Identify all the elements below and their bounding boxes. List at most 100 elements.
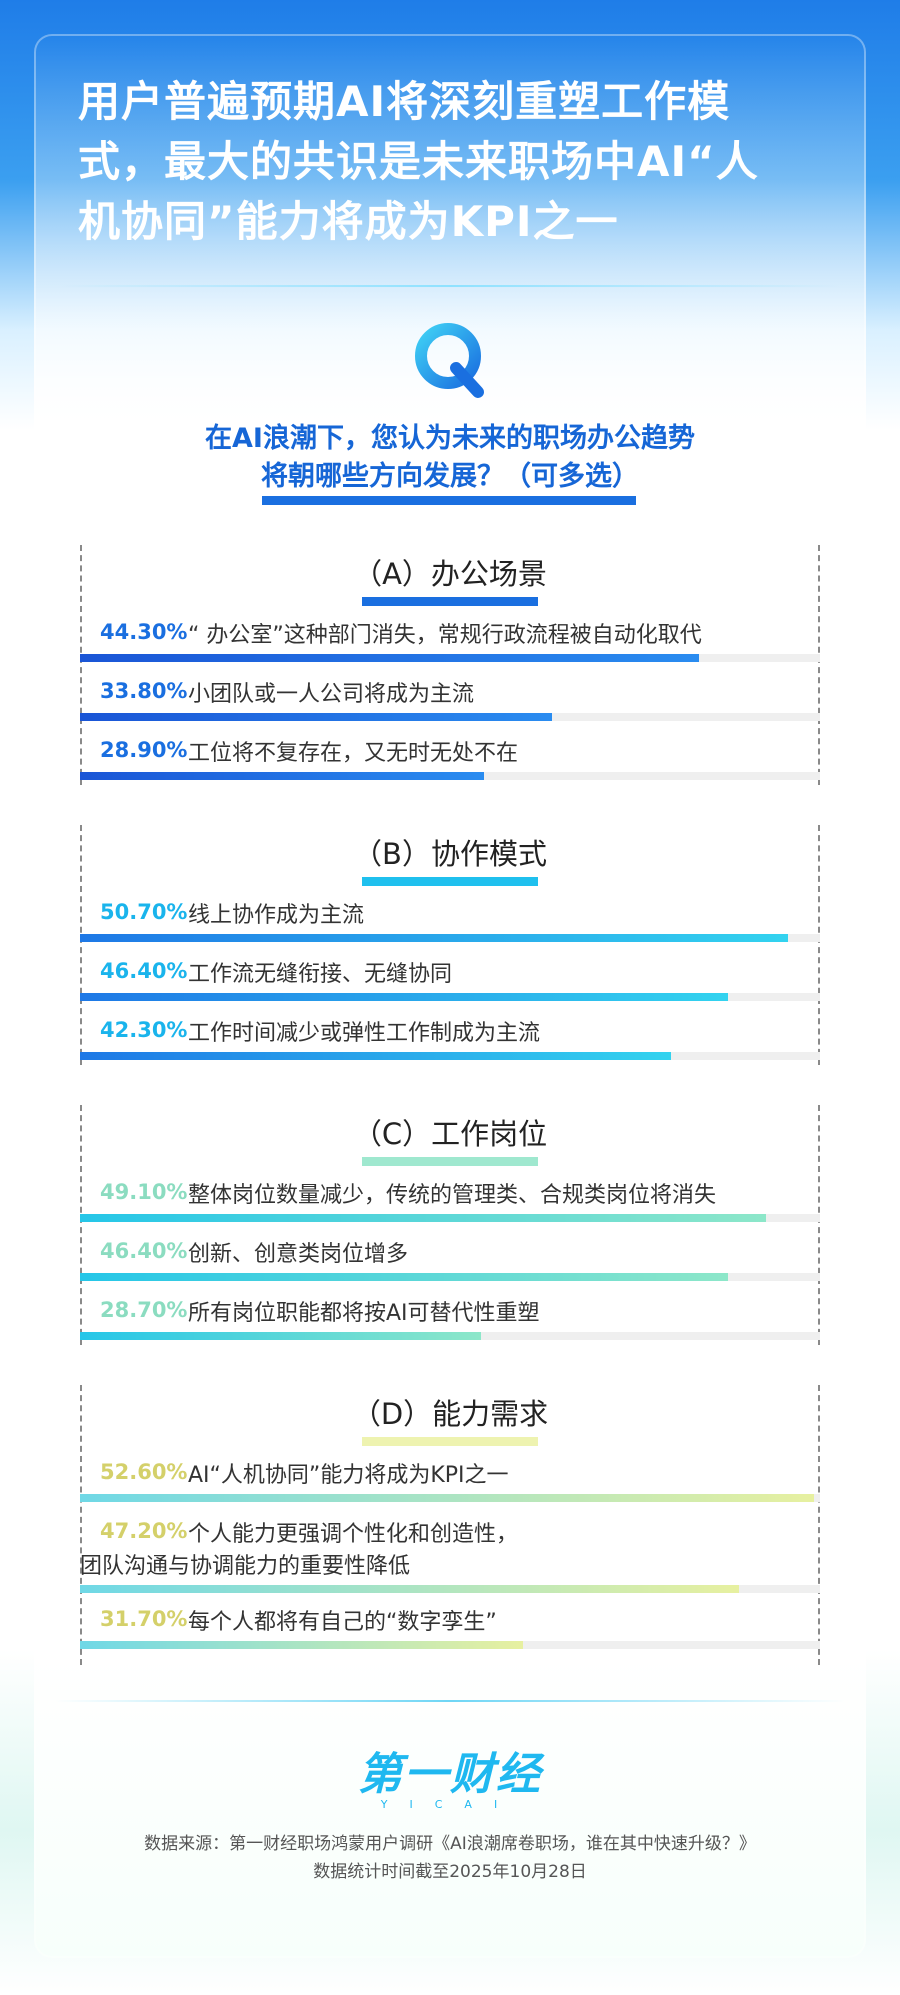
data-source: 数据来源：第一财经职场鸿蒙用户调研《AI浪潮席卷职场，谁在其中快速升级？》 数据…: [0, 1830, 900, 1886]
bar-track: [80, 1214, 820, 1222]
yicai-logo: 第一财经 YICAI: [0, 1738, 900, 1811]
bar-category-line: 所有岗位职能都将按AI可替代性重塑: [188, 1301, 540, 1326]
bar-track: [80, 1585, 820, 1593]
bar-row: 33.80% 小团队或一人公司将成为主流: [80, 679, 820, 727]
bar-track: [80, 934, 820, 942]
bar-value-label: 46.40%: [100, 1239, 188, 1263]
section-left-border: [80, 825, 82, 1065]
bar: [80, 1332, 481, 1340]
bar-row: 28.70% 所有岗位职能都将按AI可替代性重塑: [80, 1298, 820, 1346]
bar-row: 46.40% 工作流无缝衔接、无缝协同: [80, 959, 820, 1007]
bar-category-label: 所有岗位职能都将按AI可替代性重塑: [188, 1298, 540, 1330]
bar-category-label: 工作时间减少或弹性工作制成为主流: [188, 1018, 540, 1050]
bar-category-line: “ 办公室”这种部门消失，常规行政流程被自动化取代: [188, 623, 702, 648]
bar-track: [80, 993, 820, 1001]
section-right-border: [818, 1385, 820, 1665]
bar-value-label: 47.20%: [100, 1519, 188, 1543]
bar-value-label: 46.40%: [100, 959, 188, 983]
bar-category-label: 个人能力更强调个性化和创造性， 团队沟通与协调能力的重要性降低: [80, 1519, 519, 1583]
bar-category-line: 工位将不复存在，又无时无处不在: [188, 741, 519, 766]
section-title: （C）工作岗位: [352, 1117, 548, 1151]
section-right-border: [818, 1105, 820, 1345]
chart-section-3: （C）工作岗位 49.10% 整体岗位数量减少，传统的管理类、合规类岗位将消失 46.…: [80, 1105, 820, 1345]
bar-track: [80, 1494, 820, 1502]
title-line-1: 用户普遍预期AI将深刻重塑工作模: [78, 77, 731, 126]
bar-category-line: 工作流无缝衔接、无缝协同: [188, 962, 453, 987]
bar-track: [80, 654, 820, 662]
bar-row: 47.20% 个人能力更强调个性化和创造性， 团队沟通与协调能力的重要性降低: [80, 1519, 820, 1599]
top-divider: [60, 285, 840, 287]
bar-category-label: 整体岗位数量减少，传统的管理类、合规类岗位将消失: [188, 1180, 716, 1212]
bar-value-label: 50.70%: [100, 900, 188, 924]
source-line-2: 数据统计时间截至2025年10月28日: [313, 1862, 587, 1882]
bar-category-label: 工作流无缝衔接、无缝协同: [188, 959, 452, 991]
bar-value-label: 42.30%: [100, 1018, 188, 1042]
bar: [80, 772, 484, 780]
bar-category-line: 小团队或一人公司将成为主流: [188, 682, 475, 707]
bar: [80, 1052, 671, 1060]
bar-value-label: 44.30%: [100, 620, 188, 644]
bar-row: 44.30% “ 办公室”这种部门消失，常规行政流程被自动化取代: [80, 620, 820, 668]
logo-wordmark: 第一财经: [358, 1749, 542, 1800]
bar-category-label: “ 办公室”这种部门消失，常规行政流程被自动化取代: [188, 620, 702, 652]
section-title-underline: [362, 597, 538, 606]
section-right-border: [818, 825, 820, 1065]
logo-subtitle: YICAI: [380, 1798, 520, 1811]
section-title-underline: [362, 877, 538, 886]
section-title: （D）能力需求: [351, 1397, 549, 1431]
bar-category-label: 每个人都将有自己的“数字孪生”: [188, 1607, 497, 1639]
bar-category-line: 创新、创意类岗位增多: [188, 1242, 409, 1267]
title-line-3: 机协同”能力将成为KPI之一: [78, 197, 619, 246]
chart-section-2: （B）协作模式 50.70% 线上协作成为主流 46.40% 工作流无缝衔接、无缝协同 4…: [80, 825, 820, 1065]
bar-row: 31.70% 每个人都将有自己的“数字孪生”: [80, 1607, 820, 1655]
bar: [80, 654, 699, 662]
bar-track: [80, 1641, 820, 1649]
bar-track: [80, 713, 820, 721]
title-line-2: 式，最大的共识是未来职场中AI“人: [78, 137, 759, 186]
bar-category-label: 线上协作成为主流: [188, 900, 364, 932]
survey-question: 在AI浪潮下，您认为未来的职场办公趋势 将朝哪些方向发展？（可多选）: [0, 420, 900, 496]
bar-row: 50.70% 线上协作成为主流: [80, 900, 820, 948]
bar-value-label: 52.60%: [100, 1460, 188, 1484]
question-line-1: 在AI浪潮下，您认为未来的职场办公趋势: [205, 423, 695, 454]
section-right-border: [818, 545, 820, 785]
bar: [80, 1214, 766, 1222]
bar: [80, 934, 788, 942]
bar-row: 28.90% 工位将不复存在，又无时无处不在: [80, 738, 820, 786]
bar-value-label: 31.70%: [100, 1607, 188, 1631]
bar-row: 49.10% 整体岗位数量减少，传统的管理类、合规类岗位将消失: [80, 1180, 820, 1228]
bar-value-label: 33.80%: [100, 679, 188, 703]
bar-row: 52.60% AI“人机协同”能力将成为KPI之一: [80, 1460, 820, 1508]
bar-category-line: 整体岗位数量减少，传统的管理类、合规类岗位将消失: [188, 1183, 717, 1208]
section-left-border: [80, 545, 82, 785]
bar-category-line: 团队沟通与协调能力的重要性降低: [80, 1554, 411, 1579]
bar-category-line: AI“人机协同”能力将成为KPI之一: [188, 1463, 509, 1488]
section-left-border: [80, 1105, 82, 1345]
bar-track: [80, 772, 820, 780]
bar: [80, 1641, 523, 1649]
question-line-2: 将朝哪些方向发展？（可多选）: [261, 461, 639, 492]
chart-section-1: （A）办公场景 44.30% “ 办公室”这种部门消失，常规行政流程被自动化取代 33…: [80, 545, 820, 785]
bar-category-line: 工作时间减少或弹性工作制成为主流: [188, 1021, 541, 1046]
bar: [80, 1494, 814, 1502]
bar-track: [80, 1052, 820, 1060]
bar-track: [80, 1273, 820, 1281]
section-left-border: [80, 1385, 82, 1665]
bar-category-line: 每个人都将有自己的“数字孪生”: [188, 1610, 497, 1635]
bar-category-label: 小团队或一人公司将成为主流: [188, 679, 474, 711]
chart-section-4: （D）能力需求 52.60% AI“人机协同”能力将成为KPI之一 47.20% 个人能…: [80, 1385, 820, 1665]
bar-category-line: 线上协作成为主流: [188, 903, 365, 928]
bar-value-label: 49.10%: [100, 1180, 188, 1204]
bar-category-line: 个人能力更强调个性化和创造性，: [188, 1522, 519, 1547]
section-title-underline: [362, 1437, 538, 1446]
bar: [80, 1273, 728, 1281]
bar-category-label: 创新、创意类岗位增多: [188, 1239, 408, 1271]
section-title: （B）协作模式: [353, 837, 547, 871]
section-title: （A）办公场景: [353, 557, 547, 591]
question-q-icon: [415, 323, 484, 398]
bar-row: 46.40% 创新、创意类岗位增多: [80, 1239, 820, 1287]
bar: [80, 993, 728, 1001]
source-line-1: 数据来源：第一财经职场鸿蒙用户调研《AI浪潮席卷职场，谁在其中快速升级？》: [144, 1834, 756, 1854]
bar-category-label: 工位将不复存在，又无时无处不在: [188, 738, 518, 770]
